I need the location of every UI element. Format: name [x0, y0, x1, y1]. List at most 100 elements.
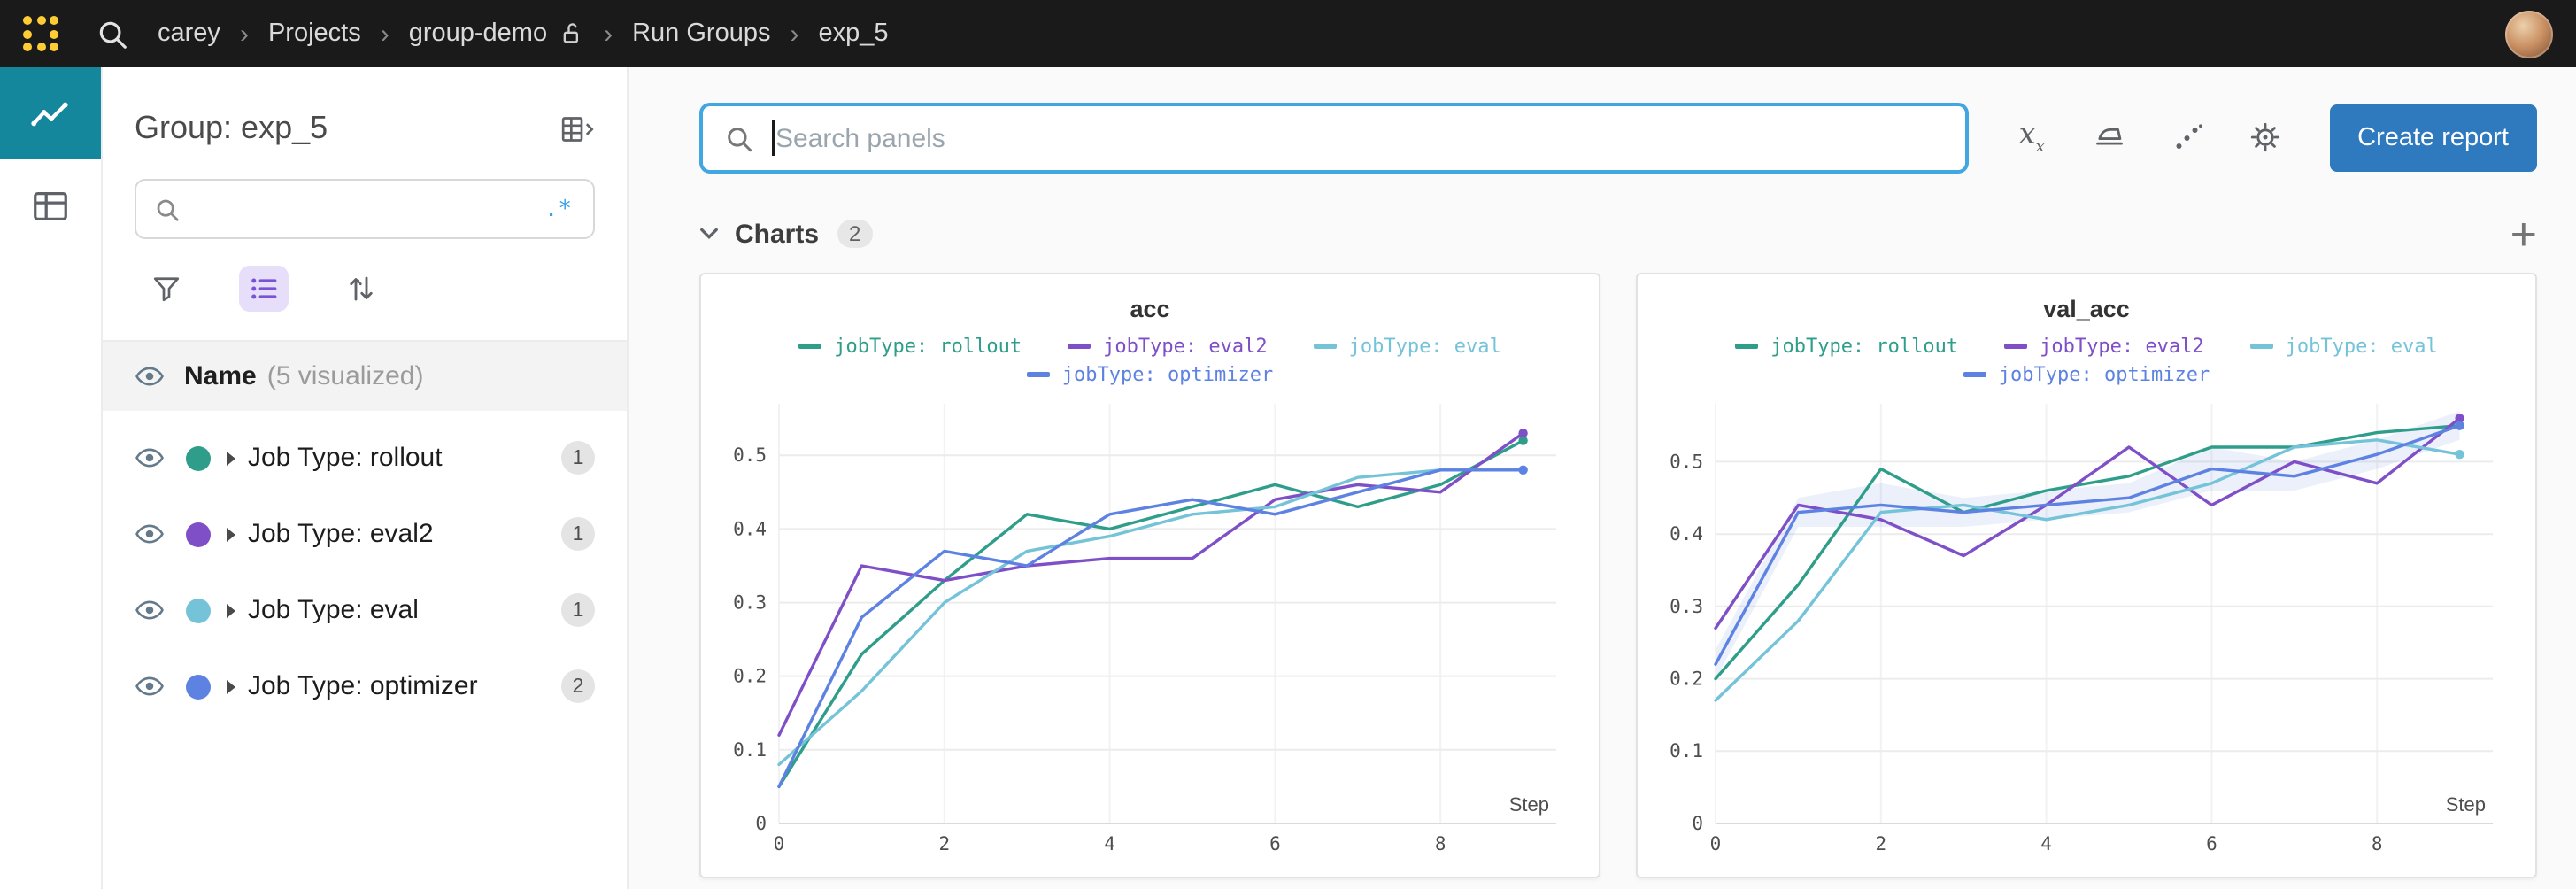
breadcrumb-link[interactable]: Run Groups	[632, 19, 771, 48]
settings-gear-icon[interactable]	[2248, 121, 2283, 155]
run-group-row[interactable]: Job Type: rollout 1	[135, 420, 595, 496]
create-report-button[interactable]: Create report	[2329, 104, 2537, 172]
chart-title: acc	[1130, 296, 1170, 322]
run-group-row[interactable]: Job Type: optimizer 2	[135, 648, 595, 724]
legend-label: jobType: rollout	[834, 335, 1022, 358]
breadcrumb-link[interactable]: carey	[158, 19, 220, 48]
panel-search-box	[699, 103, 1969, 174]
svg-text:Step: Step	[1509, 793, 1549, 816]
iron-icon[interactable]	[2092, 121, 2127, 155]
legend-color-dash	[1026, 372, 1050, 377]
legend-label: jobType: optimizer	[1998, 363, 2210, 386]
legend-label: jobType: optimizer	[1061, 363, 1274, 386]
svg-text:0.2: 0.2	[1670, 669, 1703, 690]
breadcrumb-separator: ›	[380, 19, 389, 49]
svg-text:0: 0	[774, 833, 785, 854]
visibility-header: Name (5 visualized)	[103, 340, 627, 411]
legend-label: jobType: eval	[2285, 335, 2438, 358]
svg-text:0.4: 0.4	[733, 518, 767, 539]
runs-search-input[interactable]	[195, 193, 541, 225]
charts-grid: acc jobType: rollout jobType: eval2 jobTyp…	[699, 273, 2537, 878]
chart-canvas[interactable]: 0 0.1 0.2 0.3 0.4 0.5 0 2 4 6 8 Step	[715, 386, 1585, 873]
chart-panel[interactable]: val_acc jobType: rollout jobType: eval2 jo…	[1636, 273, 2537, 878]
breadcrumb-separator: ›	[790, 19, 799, 49]
charts-section-header: Charts 2 +	[699, 207, 2537, 260]
workspace-actions: xx	[2014, 116, 2283, 157]
visibility-eye-icon[interactable]	[135, 519, 165, 549]
content: Group: exp_5 .*	[0, 67, 2576, 889]
panel-search-input[interactable]	[772, 121, 1944, 155]
svg-text:4: 4	[2040, 833, 2052, 854]
breadcrumb-separator: ›	[239, 19, 249, 49]
run-count-badge: 1	[561, 593, 595, 627]
run-groups-list: Job Type: rollout 1 Job Type: eval2 1 Jo…	[135, 420, 595, 724]
legend-color-dash	[798, 344, 822, 349]
run-count-badge: 2	[561, 669, 595, 703]
breadcrumb-link[interactable]: group-demo	[408, 19, 548, 48]
svg-text:0.3: 0.3	[733, 592, 767, 614]
svg-text:0.3: 0.3	[1670, 596, 1703, 617]
legend-item: jobType: rollout	[1735, 335, 1958, 358]
visibility-all-eye-icon[interactable]	[135, 361, 165, 391]
wandb-logo[interactable]	[0, 0, 81, 67]
visibility-eye-icon[interactable]	[135, 443, 165, 473]
chart-panel[interactable]: acc jobType: rollout jobType: eval2 jobTyp…	[699, 273, 1600, 878]
filter-icon[interactable]	[142, 266, 191, 312]
svg-text:0.4: 0.4	[1670, 523, 1703, 545]
group-list-icon[interactable]	[239, 266, 289, 312]
svg-text:2: 2	[938, 833, 950, 854]
svg-text:0.1: 0.1	[1670, 740, 1703, 761]
user-avatar[interactable]	[2505, 10, 2553, 58]
breadcrumb-link[interactable]: exp_5	[818, 19, 889, 48]
breadcrumb-link[interactable]: Projects	[267, 19, 361, 48]
legend-item: jobType: optimizer	[1963, 363, 2210, 386]
expand-runs-table-icon[interactable]	[559, 111, 595, 146]
rail-runs-table-tab[interactable]	[0, 159, 101, 251]
runs-sidebar: Group: exp_5 .*	[103, 67, 629, 889]
chart-legend: jobType: rollout jobType: eval2 jobType: e…	[715, 335, 1585, 386]
legend-label: jobType: eval2	[2040, 335, 2204, 358]
left-icon-rail	[0, 67, 103, 889]
run-group-row[interactable]: Job Type: eval2 1	[135, 496, 595, 572]
global-search-icon[interactable]	[96, 17, 129, 50]
run-group-label: Job Type: optimizer	[248, 671, 478, 701]
collapse-chevron-icon[interactable]	[699, 227, 719, 241]
regex-toggle[interactable]: .*	[544, 196, 572, 222]
top-navbar: carey › Projects › group-demo › Run Grou…	[0, 0, 2576, 67]
svg-text:0.5: 0.5	[1670, 451, 1703, 472]
chart-canvas[interactable]: 0 0.1 0.2 0.3 0.4 0.5 0 2 4 6 8 Step	[1652, 386, 2521, 873]
x-axis-icon[interactable]: xx	[2018, 116, 2045, 157]
name-column-label: Name	[184, 361, 257, 391]
svg-text:8: 8	[1435, 833, 1446, 854]
sampling-dots-icon[interactable]	[2170, 122, 2205, 154]
expand-caret-icon[interactable]	[227, 603, 235, 617]
svg-text:Step: Step	[2446, 793, 2486, 816]
expand-caret-icon[interactable]	[227, 451, 235, 465]
line-chart-icon	[31, 101, 68, 126]
run-group-label: Job Type: eval	[248, 595, 419, 625]
expand-caret-icon[interactable]	[227, 527, 235, 541]
legend-label: jobType: rollout	[1770, 335, 1959, 358]
expand-caret-icon[interactable]	[227, 679, 235, 693]
svg-text:4: 4	[1104, 833, 1115, 854]
runs-search-box: .*	[135, 179, 595, 239]
run-color-dot	[186, 522, 211, 546]
legend-item: jobType: eval2	[1068, 335, 1268, 358]
add-panel-icon[interactable]: +	[2510, 207, 2537, 260]
run-group-row[interactable]: Job Type: eval 1	[135, 572, 595, 648]
svg-text:2: 2	[1875, 833, 1886, 854]
visibility-eye-icon[interactable]	[135, 671, 165, 701]
workspace-main: xx	[629, 67, 2576, 889]
legend-color-dash	[2249, 344, 2273, 349]
legend-item: jobType: eval	[1313, 335, 1501, 358]
legend-color-dash	[1735, 344, 1759, 349]
unlock-icon	[559, 21, 584, 46]
rail-workspace-tab[interactable]	[0, 67, 101, 159]
wandb-logo-dots-icon	[23, 16, 58, 51]
svg-text:0.2: 0.2	[733, 666, 767, 687]
section-title: Charts	[735, 219, 820, 249]
panel-toolbar: xx	[699, 103, 2537, 174]
visibility-eye-icon[interactable]	[135, 595, 165, 625]
chart-title: val_acc	[2043, 296, 2130, 322]
sort-icon[interactable]	[336, 266, 386, 312]
